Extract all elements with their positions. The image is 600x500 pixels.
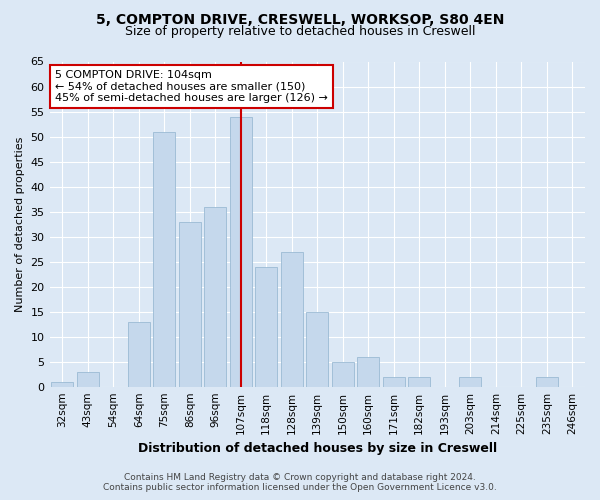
- Bar: [179, 222, 200, 386]
- Bar: [154, 132, 175, 386]
- Text: Size of property relative to detached houses in Creswell: Size of property relative to detached ho…: [125, 25, 475, 38]
- Bar: [128, 322, 149, 386]
- Bar: [460, 376, 481, 386]
- Text: Contains HM Land Registry data © Crown copyright and database right 2024.
Contai: Contains HM Land Registry data © Crown c…: [103, 473, 497, 492]
- Bar: [230, 116, 251, 386]
- Bar: [307, 312, 328, 386]
- X-axis label: Distribution of detached houses by size in Creswell: Distribution of detached houses by size …: [138, 442, 497, 455]
- Bar: [536, 376, 557, 386]
- Bar: [205, 206, 226, 386]
- Bar: [52, 382, 73, 386]
- Text: 5, COMPTON DRIVE, CRESWELL, WORKSOP, S80 4EN: 5, COMPTON DRIVE, CRESWELL, WORKSOP, S80…: [96, 12, 504, 26]
- Bar: [281, 252, 302, 386]
- Bar: [358, 356, 379, 386]
- Bar: [409, 376, 430, 386]
- Bar: [256, 266, 277, 386]
- Y-axis label: Number of detached properties: Number of detached properties: [15, 136, 25, 312]
- Bar: [77, 372, 98, 386]
- Bar: [332, 362, 353, 386]
- Bar: [383, 376, 404, 386]
- Text: 5 COMPTON DRIVE: 104sqm
← 54% of detached houses are smaller (150)
45% of semi-d: 5 COMPTON DRIVE: 104sqm ← 54% of detache…: [55, 70, 328, 103]
